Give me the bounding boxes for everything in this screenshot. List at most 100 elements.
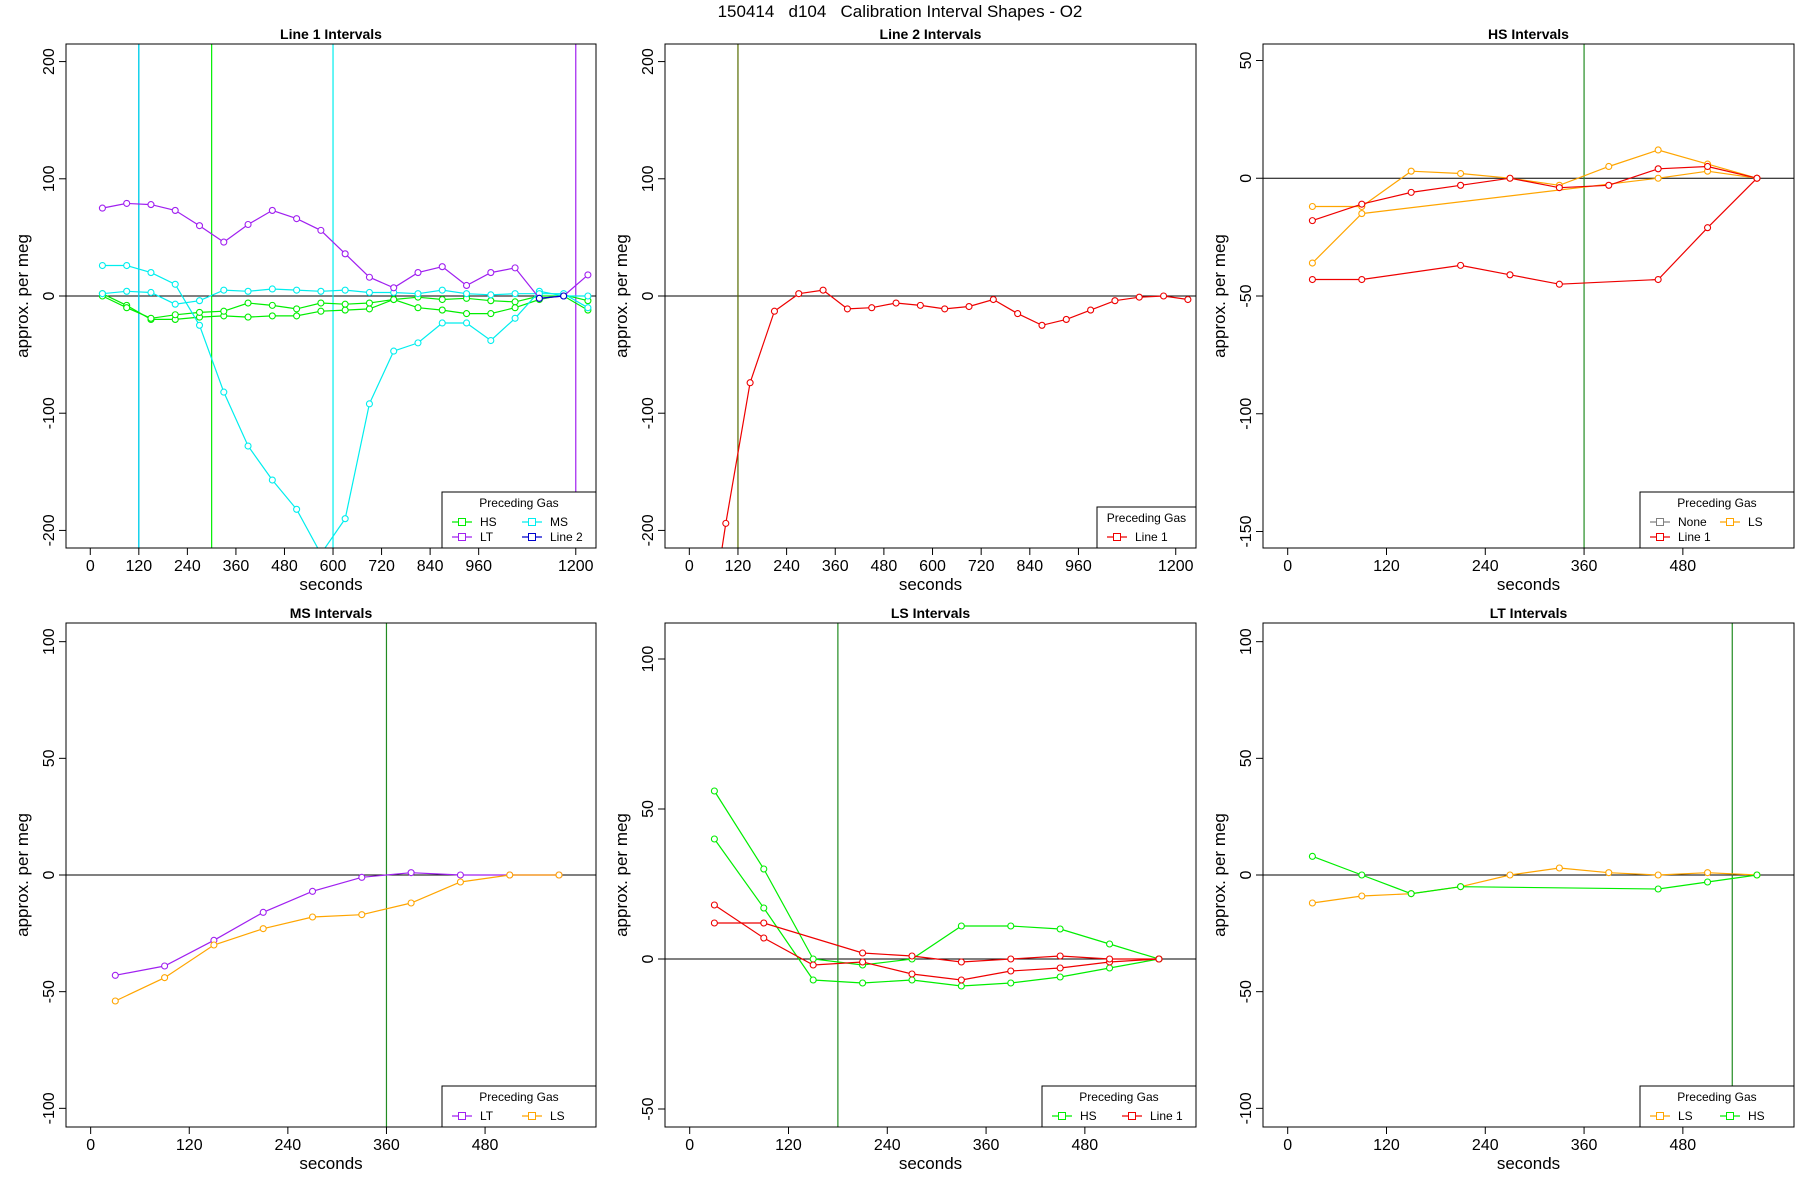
- y-tick-label: -50: [1238, 284, 1255, 307]
- legend-marker: [458, 1112, 466, 1120]
- data-point: [365, 288, 373, 297]
- data-point: [438, 286, 446, 294]
- x-axis-label: seconds: [299, 575, 362, 594]
- data-point: [1358, 275, 1366, 284]
- data-point: [1308, 202, 1316, 211]
- data-point: [268, 206, 276, 214]
- data-point: [1007, 955, 1015, 963]
- data-point: [161, 962, 169, 970]
- legend: Preceding Gas LS HS: [1639, 1085, 1795, 1128]
- y-tick-label: 0: [1238, 174, 1255, 183]
- x-tick-label: 480: [1072, 1137, 1099, 1154]
- panel-6: LT Intervals 0 120 240 360 480 seconds -100 -50 0…: [1210, 605, 1795, 1173]
- data-point: [1457, 261, 1465, 269]
- data-point: [710, 919, 718, 927]
- data-point: [123, 261, 131, 270]
- data-point: [1457, 883, 1465, 891]
- data-point: [1106, 964, 1114, 972]
- legend-title: Preceding Gas: [1079, 1090, 1158, 1104]
- legend-label: Line 1: [1678, 530, 1711, 544]
- data-point: [1654, 174, 1662, 182]
- data-point: [244, 287, 252, 295]
- x-axis: 0 120 240 360 480 600 720 840 960 1200: [86, 547, 594, 575]
- y-tick-label: 100: [41, 628, 58, 655]
- legend-marker: [458, 518, 466, 526]
- data-point: [123, 287, 131, 295]
- y-axis-label: approx. per meg: [1210, 234, 1229, 358]
- data-point: [171, 206, 179, 214]
- series-line-ls: [1311, 170, 1758, 264]
- data-point: [414, 339, 422, 347]
- legend-title: Preceding Gas: [1677, 496, 1756, 510]
- y-tick-label: 100: [640, 646, 657, 673]
- data-point: [859, 979, 867, 987]
- data-point: [722, 519, 730, 527]
- data-point: [1056, 925, 1064, 933]
- legend-label: HS: [1748, 1109, 1765, 1123]
- x-tick-label: 0: [86, 558, 95, 575]
- x-axis: 0 120 240 360 480 600 720 840 960 1200: [685, 547, 1194, 575]
- panel-5: LS Intervals 0 120 240 360 480 seconds -50 0 50 10…: [612, 605, 1197, 1173]
- x-tick-label: 240: [1472, 1137, 1499, 1154]
- x-tick-label: 360: [223, 558, 250, 575]
- data-point: [957, 976, 965, 984]
- legend: Preceding Gas HS MS LT Line 2: [441, 491, 597, 549]
- x-tick-label: 960: [465, 558, 492, 575]
- legend-box: [1041, 1085, 1197, 1128]
- x-tick-label: 360: [973, 1137, 1000, 1154]
- data-point: [171, 311, 179, 319]
- x-tick-label: 480: [472, 1137, 499, 1154]
- legend-box: [441, 491, 597, 549]
- data-point: [1704, 878, 1712, 886]
- x-tick-label: 720: [968, 558, 995, 575]
- data-point: [365, 305, 373, 313]
- legend-label: LS: [550, 1109, 565, 1123]
- data-point: [171, 300, 179, 308]
- y-axis-label: approx. per meg: [612, 813, 631, 937]
- data-point: [584, 304, 592, 312]
- data-point: [965, 302, 973, 311]
- data-point: [1753, 174, 1761, 182]
- x-tick-label: 120: [1373, 558, 1400, 575]
- x-axis-label: seconds: [899, 575, 962, 594]
- panel-3: HS Intervals 0 120 240 360 480 seconds -150 -100…: [1210, 26, 1795, 594]
- series-line-lt: [115, 872, 559, 976]
- data-point: [244, 442, 252, 450]
- data-point: [244, 299, 252, 307]
- plot-area: [66, 623, 596, 1127]
- plot-area: [1263, 44, 1794, 548]
- x-tick-label: 840: [417, 558, 444, 575]
- data-point: [511, 298, 519, 306]
- series-line-hs: [713, 838, 1160, 987]
- x-tick-label: 480: [1670, 1137, 1697, 1154]
- data-point: [957, 958, 965, 966]
- data-point: [244, 313, 252, 321]
- x-tick-label: 600: [919, 558, 946, 575]
- legend-marker: [1656, 518, 1664, 526]
- series-line-line-1: [1312, 165, 1758, 222]
- y-tick-label: 100: [41, 165, 58, 192]
- y-tick-label: -100: [640, 397, 657, 429]
- y-tick-label: 100: [1238, 628, 1255, 655]
- data-point: [511, 304, 519, 312]
- data-point: [1704, 162, 1712, 171]
- legend-label: LT: [480, 530, 494, 544]
- data-point: [1605, 869, 1613, 877]
- data-point: [438, 295, 446, 304]
- x-axis: 0 120 240 360 480: [1283, 1126, 1697, 1154]
- x-axis: 0 120 240 360 480: [1283, 547, 1696, 575]
- y-tick-label: 50: [41, 749, 58, 767]
- data-point: [293, 312, 301, 320]
- y-tick-label: -150: [1238, 515, 1255, 547]
- data-point: [710, 835, 718, 843]
- data-point: [1106, 955, 1114, 963]
- data-point: [908, 952, 916, 960]
- y-tick-label: -200: [640, 514, 657, 546]
- data-point: [760, 934, 768, 942]
- legend-marker: [528, 518, 536, 526]
- panel-title: Line 2 Intervals: [880, 26, 982, 42]
- data-point: [195, 297, 204, 305]
- x-tick-label: 480: [271, 558, 298, 575]
- data-point: [1308, 259, 1316, 267]
- plot-area: [665, 623, 1196, 1127]
